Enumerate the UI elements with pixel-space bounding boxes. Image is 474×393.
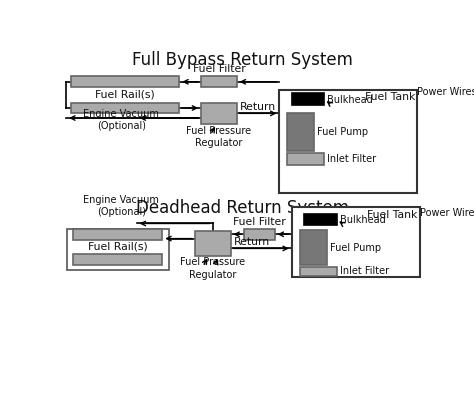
Bar <box>300 266 337 276</box>
Text: Return: Return <box>240 102 276 112</box>
Bar <box>71 76 179 87</box>
Bar <box>287 113 314 151</box>
Bar <box>201 76 237 87</box>
Bar <box>279 90 417 193</box>
Bar <box>244 229 275 240</box>
Bar <box>73 254 162 265</box>
Text: Engine Vacuum
(Optional): Engine Vacuum (Optional) <box>83 195 159 217</box>
Text: Fuel Pump: Fuel Pump <box>317 127 368 137</box>
Bar <box>201 103 237 124</box>
Text: Fuel Pump: Fuel Pump <box>330 243 381 253</box>
Bar <box>292 208 419 277</box>
Bar <box>67 229 169 270</box>
Text: Fuel Tank: Fuel Tank <box>365 92 415 102</box>
Bar <box>292 94 324 105</box>
Bar <box>195 231 230 256</box>
Text: Fuel Rail(s): Fuel Rail(s) <box>88 242 147 252</box>
Bar <box>304 214 337 225</box>
Text: Inlet Filter: Inlet Filter <box>340 266 389 276</box>
Bar <box>73 229 162 240</box>
Text: Fuel Rail(s): Fuel Rail(s) <box>95 90 155 100</box>
Bar <box>73 254 162 265</box>
Text: Bulkhead: Bulkhead <box>340 215 385 225</box>
Text: Fuel Tank: Fuel Tank <box>367 209 417 220</box>
Text: Bulkhead: Bulkhead <box>328 95 373 105</box>
Text: Power Wires: Power Wires <box>419 208 474 218</box>
Text: Return: Return <box>234 237 270 247</box>
Text: Fuel Pressure
Regulator: Fuel Pressure Regulator <box>186 126 252 148</box>
Text: Fuel Filter: Fuel Filter <box>192 64 245 74</box>
Bar <box>71 103 179 113</box>
Bar <box>300 230 327 265</box>
Bar <box>287 153 324 165</box>
Bar <box>73 229 162 240</box>
Text: Power Wires: Power Wires <box>417 87 474 97</box>
Text: Engine Vacuum
(Optional): Engine Vacuum (Optional) <box>83 109 159 131</box>
Text: Inlet Filter: Inlet Filter <box>328 154 376 164</box>
Text: Fuel Pressure
Regulator: Fuel Pressure Regulator <box>180 257 245 280</box>
Text: Deadhead Return System: Deadhead Return System <box>137 199 349 217</box>
Text: Fuel Filter: Fuel Filter <box>233 217 285 227</box>
Text: Full Bypass Return System: Full Bypass Return System <box>133 51 353 69</box>
